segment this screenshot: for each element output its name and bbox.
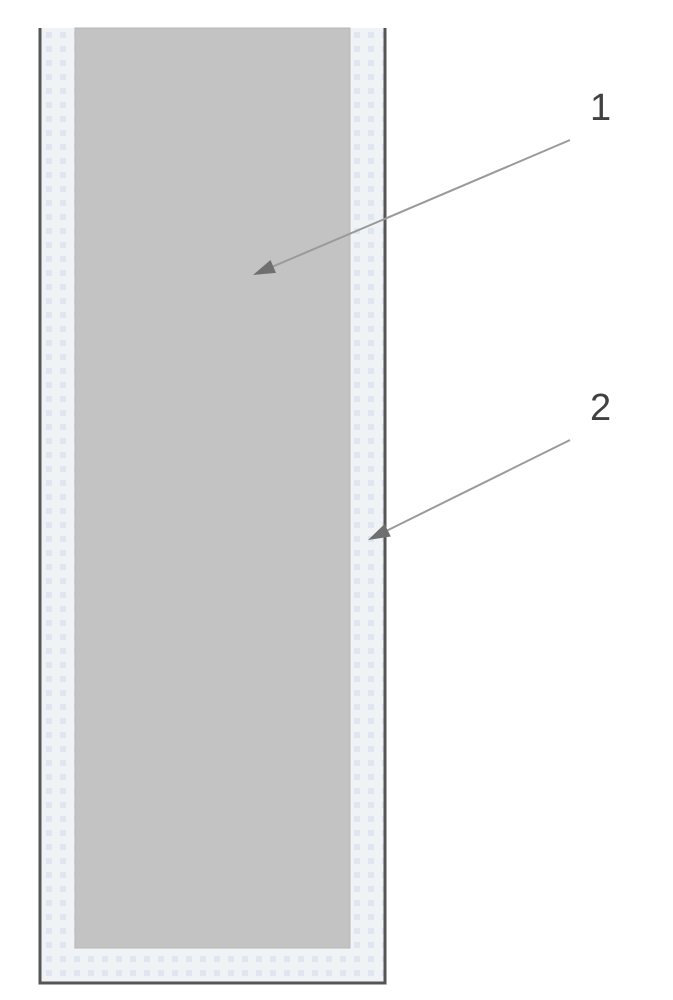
label-2: 2 [590,387,611,429]
label-1: 1 [590,87,611,129]
inner-block [75,28,350,948]
